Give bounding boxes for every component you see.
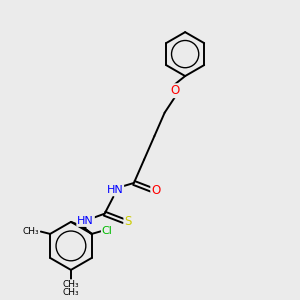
Text: HN: HN: [106, 185, 123, 195]
Text: CH₃: CH₃: [63, 288, 79, 297]
Text: S: S: [124, 214, 132, 227]
Text: O: O: [151, 184, 160, 197]
Text: Cl: Cl: [102, 226, 113, 236]
Text: CH₃: CH₃: [23, 227, 39, 236]
Text: CH₃: CH₃: [63, 280, 79, 289]
Text: HN: HN: [77, 216, 94, 226]
Text: O: O: [170, 84, 179, 97]
